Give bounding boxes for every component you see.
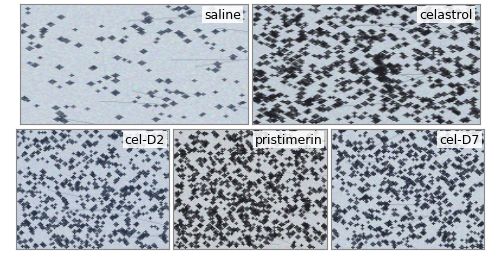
- Text: cel-D7: cel-D7: [440, 133, 480, 146]
- Text: cel-D2: cel-D2: [124, 133, 164, 146]
- Text: celastrol: celastrol: [420, 9, 472, 22]
- Text: pristimerin: pristimerin: [254, 133, 322, 146]
- Text: saline: saline: [204, 9, 241, 22]
